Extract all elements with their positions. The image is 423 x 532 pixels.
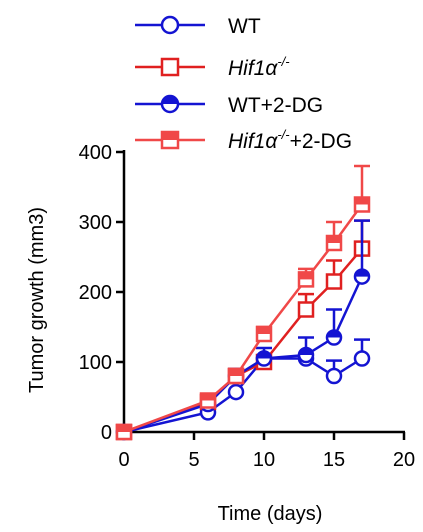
series-line	[123, 276, 364, 434]
data-point-outline	[227, 383, 245, 401]
x-tick-label: 15	[323, 449, 345, 471]
series-3	[115, 164, 371, 441]
data-point-fill	[257, 351, 271, 359]
data-point	[199, 392, 217, 409]
x-tick-label: 0	[118, 449, 129, 471]
data-point	[297, 346, 315, 364]
data-point	[325, 329, 343, 346]
series-layer	[115, 164, 371, 441]
data-point-fill	[299, 348, 313, 355]
legend-entry-1: Hif1α-/-	[135, 54, 290, 80]
legend-marker	[160, 15, 180, 35]
x-tick-label: 20	[393, 449, 415, 471]
legend: WT Hif1α-/- WT+2-DG Hif1α-/-+2-DG	[135, 15, 352, 153]
legend-entry-3: Hif1α-/-+2-DG	[135, 127, 352, 153]
legend-entry-2: WT+2-DG	[135, 94, 323, 117]
data-point	[353, 350, 371, 367]
legend-label: Hif1α-/-+2-DG	[228, 127, 352, 153]
legend-marker-fill	[162, 132, 178, 140]
y-tick-label: 300	[79, 212, 112, 234]
data-point	[227, 367, 245, 385]
data-point-fill	[299, 272, 313, 280]
x-axis-title: Time (days)	[218, 503, 323, 525]
legend-marker-outline	[160, 15, 180, 35]
data-point-fill	[327, 236, 341, 243]
legend-entry-0: WT	[135, 15, 261, 38]
legend-marker	[160, 94, 180, 114]
x-tick-label: 10	[253, 449, 275, 471]
y-axis-title: Tumor growth (mm3)	[26, 207, 48, 393]
y-tick-label: 200	[79, 282, 112, 304]
data-point-fill	[327, 330, 341, 338]
series-0	[115, 338, 371, 441]
y-tick-label: 100	[79, 352, 112, 374]
data-point	[325, 367, 343, 385]
legend-marker	[160, 57, 180, 77]
legend-marker-outline	[160, 57, 180, 77]
data-point-outline	[353, 350, 371, 367]
data-point	[297, 271, 315, 288]
data-point	[255, 325, 273, 343]
data-point	[353, 268, 371, 285]
data-point-outline	[297, 301, 315, 318]
legend-marker-fill	[162, 96, 178, 104]
series-2	[115, 219, 371, 441]
data-point-fill	[117, 425, 131, 432]
data-point-outline	[325, 273, 343, 290]
legend-marker	[160, 130, 180, 150]
data-point-fill	[355, 269, 369, 277]
data-point-outline	[325, 367, 343, 385]
y-tick-label: 400	[79, 142, 112, 164]
data-point	[297, 301, 315, 318]
data-point	[227, 383, 245, 401]
data-point	[353, 196, 371, 213]
y-tick-label: 0	[101, 422, 112, 444]
legend-label: Hif1α-/-	[228, 54, 290, 80]
data-point-fill	[201, 393, 215, 401]
data-point	[325, 273, 343, 290]
data-point	[255, 350, 273, 367]
data-point-fill	[229, 369, 243, 376]
data-point	[115, 423, 133, 441]
data-point-fill	[257, 327, 271, 334]
x-tick-label: 5	[188, 449, 199, 471]
legend-label: WT	[228, 15, 261, 38]
legend-label: WT+2-DG	[228, 94, 323, 117]
data-point-fill	[355, 197, 369, 205]
data-point	[325, 234, 343, 252]
